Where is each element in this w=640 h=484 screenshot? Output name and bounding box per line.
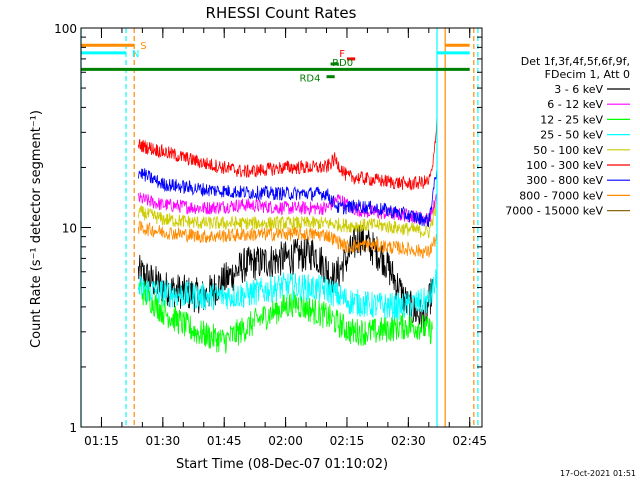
- flag-label: S: [140, 41, 146, 52]
- x-tick-label: 01:45: [207, 434, 242, 448]
- legend-entry-label: 3 - 6 keV: [554, 83, 603, 96]
- y-tick-label: 1: [69, 421, 77, 435]
- flag-label: F: [339, 49, 345, 60]
- legend-header: FDecim 1, Att 0: [545, 68, 630, 81]
- series-line: [137, 280, 433, 354]
- flag-label: RD4: [299, 74, 320, 85]
- legend-entry-label: 300 - 800 keV: [526, 174, 603, 187]
- series-line: [137, 168, 438, 228]
- legend-entry-label: 800 - 7000 keV: [519, 189, 603, 202]
- legend-header: Det 1f,3f,4f,5f,6f,9f,: [521, 55, 630, 68]
- legend-entry-label: 50 - 100 keV: [533, 144, 603, 157]
- x-tick-label: 01:30: [146, 434, 181, 448]
- x-tick-label: 02:15: [330, 434, 365, 448]
- timestamp: 17-Oct-2021 01:51: [560, 469, 636, 478]
- legend-entry-label: 25 - 50 keV: [540, 129, 603, 142]
- series-line: [137, 269, 438, 321]
- series-traces: [137, 118, 438, 354]
- series-line: [137, 220, 438, 259]
- legend-entry-label: 12 - 25 keV: [540, 113, 603, 126]
- x-tick-label: 02:45: [452, 434, 487, 448]
- series-line: [137, 192, 438, 227]
- y-axis-label: Count Rate (s⁻¹ detector segment⁻¹): [29, 110, 44, 348]
- flag-label: N: [132, 49, 139, 60]
- legend-entry-label: 7000 - 15000 keV: [505, 205, 603, 218]
- flag-label: RD0: [332, 58, 353, 69]
- legend-entry-label: 100 - 300 keV: [526, 159, 603, 172]
- x-tick-label: 02:00: [268, 434, 303, 448]
- x-axis-label: Start Time (08-Dec-07 01:10:02): [176, 457, 388, 472]
- x-tick-label: 02:30: [391, 434, 426, 448]
- x-tick-label: 01:15: [84, 434, 119, 448]
- legend-entry-label: 6 - 12 keV: [547, 98, 603, 111]
- y-tick-label: 10: [62, 222, 77, 236]
- legend: Det 1f,3f,4f,5f,6f,9f,FDecim 1, Att 0 3 -…: [505, 55, 630, 218]
- series-line: [137, 201, 438, 239]
- y-tick-label: 100: [54, 22, 77, 36]
- chart-title: RHESSI Count Rates: [206, 4, 357, 22]
- series-line: [137, 118, 438, 191]
